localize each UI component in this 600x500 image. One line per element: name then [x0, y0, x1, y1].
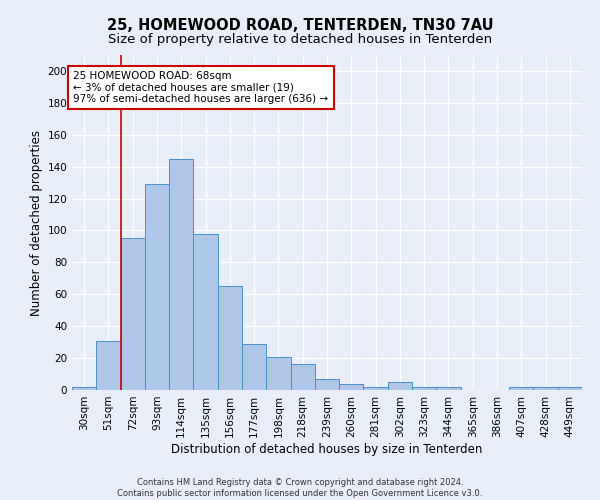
Bar — [339, 384, 364, 390]
Bar — [412, 387, 436, 390]
Text: 25, HOMEWOOD ROAD, TENTERDEN, TN30 7AU: 25, HOMEWOOD ROAD, TENTERDEN, TN30 7AU — [107, 18, 493, 32]
Text: Size of property relative to detached houses in Tenterden: Size of property relative to detached ho… — [108, 32, 492, 46]
Bar — [193, 234, 218, 390]
Bar — [266, 356, 290, 390]
Bar — [145, 184, 169, 390]
Bar — [315, 379, 339, 390]
Bar — [72, 387, 96, 390]
Bar — [242, 344, 266, 390]
Y-axis label: Number of detached properties: Number of detached properties — [30, 130, 43, 316]
Bar — [290, 364, 315, 390]
Bar — [388, 382, 412, 390]
Bar — [121, 238, 145, 390]
X-axis label: Distribution of detached houses by size in Tenterden: Distribution of detached houses by size … — [172, 442, 482, 456]
Bar — [509, 387, 533, 390]
Bar — [96, 340, 121, 390]
Text: Contains HM Land Registry data © Crown copyright and database right 2024.
Contai: Contains HM Land Registry data © Crown c… — [118, 478, 482, 498]
Bar — [364, 387, 388, 390]
Bar — [169, 158, 193, 390]
Bar — [436, 387, 461, 390]
Bar — [533, 387, 558, 390]
Text: 25 HOMEWOOD ROAD: 68sqm
← 3% of detached houses are smaller (19)
97% of semi-det: 25 HOMEWOOD ROAD: 68sqm ← 3% of detached… — [73, 71, 328, 104]
Bar — [218, 286, 242, 390]
Bar — [558, 387, 582, 390]
